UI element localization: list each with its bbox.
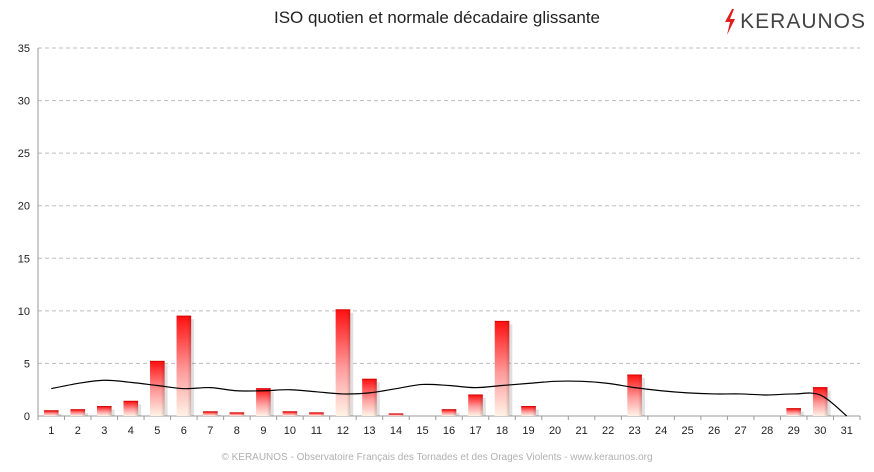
x-tick-label: 6 [181,425,187,437]
bar [521,406,539,416]
normale-line [51,379,848,417]
x-tick-label: 5 [154,425,160,437]
x-tick-label: 28 [761,425,773,437]
lightning-bolt-icon [725,9,736,35]
x-tick-label: 1 [48,425,54,437]
x-tick-label: 11 [311,425,322,437]
y-tick-labels: 0 5 10 15 20 25 30 35 [18,43,30,423]
x-tick-label: 26 [708,425,720,437]
x-tick-label: 24 [655,425,667,437]
bar [150,360,168,416]
x-tick-label: 29 [788,425,800,437]
x-tick-label: 23 [628,425,640,437]
y-tick-label: 0 [24,411,30,423]
bar [388,413,404,416]
x-tick-label: 4 [128,425,134,437]
x-tick-label: 22 [602,425,614,437]
x-tick-label: 2 [75,425,81,437]
bar [256,388,274,416]
normale-series-line [51,379,848,417]
x-tick-label: 12 [337,425,349,437]
y-tick-label: 25 [18,148,30,160]
bar [494,320,513,416]
bar [203,411,221,416]
chart-title: ISO quotien et normale décadaire glissan… [273,8,601,27]
x-tick-label: 16 [443,425,455,437]
x-tick-label: 15 [416,425,428,437]
x-tick-label: 20 [549,425,561,437]
bar [229,412,248,416]
x-tick-label: 10 [284,425,296,437]
bar [468,394,486,416]
bar [627,374,645,416]
bar [282,411,301,416]
y-tick-label: 15 [18,253,30,265]
y-tick-label: 35 [18,43,30,55]
keraunos-logo: KERAUNOS [723,8,866,36]
x-tick-label: 13 [363,425,375,437]
x-tick-label: 19 [522,425,534,437]
bar [441,409,460,416]
bar [335,309,354,416]
bar [43,410,62,416]
bar [96,406,115,416]
bar [786,408,805,416]
x-tick-label: 27 [735,425,747,437]
bar [362,378,380,416]
bar [176,315,195,416]
y-tick-label: 20 [18,201,30,213]
bar [309,412,327,416]
x-tick-label: 17 [469,425,481,437]
y-tick-label: 30 [18,96,30,108]
logo-text: KERAUNOS [740,10,866,33]
grid-lines [38,47,860,364]
bar [123,400,142,416]
x-tick-label: 7 [207,425,213,437]
bar [70,409,89,416]
x-tick-label: 30 [814,425,826,437]
x-tick-label: 25 [682,425,694,437]
x-tick-label: 21 [575,425,587,437]
x-tick-label: 18 [496,425,508,437]
x-tick-label: 3 [101,425,107,437]
y-tick-label: 10 [18,306,30,318]
bar [812,387,831,416]
x-tick-label: 9 [260,425,266,437]
x-tick-labels: 1 2 3 4 5 6 7 8 9 10 11 12 13 14 15 16 17 18 19 20 21 22 23 24 2… [48,425,853,437]
y-tick-label: 5 [24,358,30,370]
bars [43,309,831,416]
x-tick-label: 14 [390,425,402,437]
x-tick-label: 31 [841,425,853,437]
x-tick-label: 8 [234,425,240,437]
footer-credit: © KERAUNOS - Observatoire Français des T… [221,452,653,463]
